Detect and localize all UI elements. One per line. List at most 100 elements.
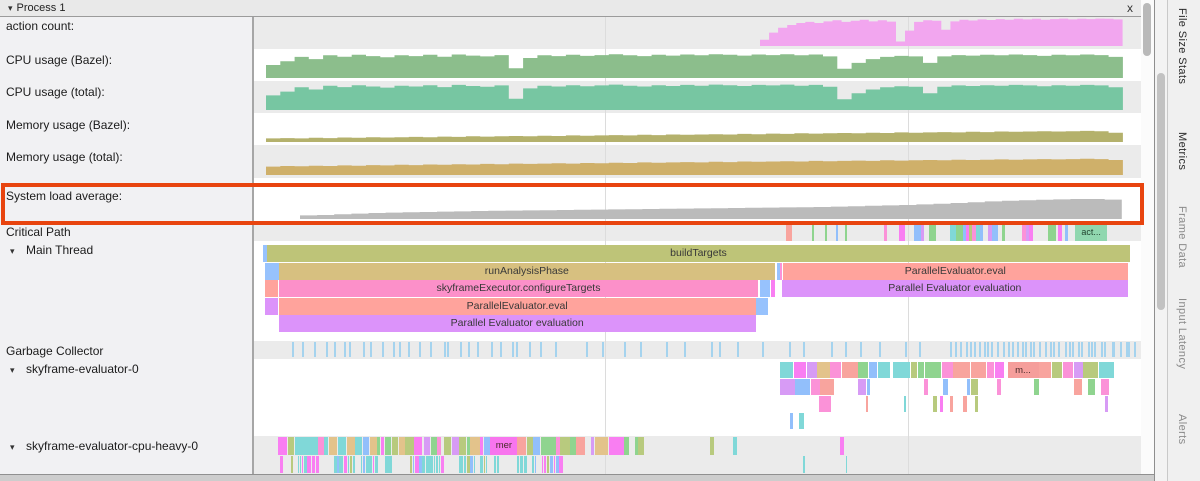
tab-file-size-stats[interactable]: File Size Stats [1176,8,1188,85]
trace-event-block[interactable] [360,455,362,473]
trace-event-block[interactable] [842,362,860,378]
trace-event-block[interactable] [556,437,560,455]
gc-event-tick[interactable] [974,342,977,357]
trace-event-block[interactable] [353,455,355,473]
trace-event-block[interactable] [355,437,362,455]
gc-event-tick[interactable] [1053,342,1056,357]
trace-event-block[interactable] [526,437,533,455]
trace-event-block[interactable] [466,455,470,473]
gc-event-tick[interactable] [344,342,347,357]
trace-event-block[interactable] [542,455,544,473]
trace-event-block[interactable] [986,362,995,378]
trace-event-block[interactable] [546,455,549,473]
gc-event-tick[interactable] [291,342,294,357]
gc-event-tick[interactable] [983,342,986,357]
trace-event-block[interactable] [362,437,370,455]
span-block[interactable] [759,280,771,298]
gc-event-tick[interactable] [789,342,792,357]
critical-path-chip[interactable] [928,225,936,241]
critical-path-chip[interactable] [971,225,976,241]
trace-event-block[interactable] [910,362,918,378]
gc-event-tick[interactable] [997,342,999,357]
trace-event-block[interactable] [485,455,488,473]
trace-event-block[interactable] [519,455,524,473]
memb-counter-chart[interactable] [265,112,1123,142]
trace-event-block[interactable] [1087,379,1095,395]
process-collapse-arrow-icon[interactable]: ▾ [8,3,13,13]
gc-event-tick[interactable] [446,342,449,357]
trace-event-block[interactable] [422,455,426,473]
gc-event-tick[interactable] [515,342,518,357]
trace-event-block[interactable] [970,379,979,395]
span-block[interactable] [263,245,267,262]
critical-path-chip[interactable] [811,225,814,241]
critical-path-chip[interactable] [988,225,993,241]
trace-event-block[interactable] [925,362,942,378]
trace-event-block[interactable] [550,437,556,455]
expand-arrow-icon[interactable]: ▾ [10,442,15,452]
trace-event-block[interactable] [414,455,419,473]
span-block[interactable] [755,297,768,315]
trace-event-block[interactable] [932,396,938,412]
critical-path-chip[interactable] [920,225,924,241]
gc-event-tick[interactable] [1024,342,1027,357]
gc-event-tick[interactable] [950,342,953,357]
gc-event-tick[interactable] [302,342,305,357]
trace-event-block[interactable] [858,362,868,378]
trace-event-block[interactable] [483,437,490,455]
trace-event-block[interactable] [398,437,405,455]
gc-event-tick[interactable] [460,342,463,357]
trace-event-block[interactable] [339,455,344,473]
critical-path-chip[interactable] [1047,225,1056,241]
critical-path-chip[interactable] [1002,225,1006,241]
page-scrollbar-thumb[interactable] [1157,73,1165,310]
gc-event-tick[interactable] [990,342,993,357]
span-block[interactable] [780,262,782,280]
trace-event-block[interactable] [467,437,470,455]
trace-event-block[interactable] [373,455,375,473]
trace-event-block[interactable] [532,455,534,473]
trace-event-block[interactable] [560,437,570,455]
critical-path-chip[interactable] [1029,225,1034,241]
trace-event-block[interactable] [439,455,441,473]
trace-event-block[interactable] [405,437,414,455]
trace-event-block[interactable] [287,437,294,455]
trace-event-block[interactable] [1073,362,1083,378]
trace-event-block[interactable] [337,437,347,455]
trace-event-block[interactable] [591,437,594,455]
trace-event-block[interactable] [493,455,496,473]
trace-event-block[interactable] [473,455,475,473]
critical-path-chip[interactable] [1021,225,1026,241]
gc-event-tick[interactable] [499,342,502,357]
trace-event-block[interactable] [370,455,373,473]
trace-event-block[interactable] [294,437,304,455]
cpub-counter-chart[interactable] [265,51,1123,78]
gc-event-tick[interactable] [313,342,316,357]
trace-event-block[interactable] [893,362,911,378]
trace-event-block[interactable] [866,379,870,395]
trace-event-block[interactable] [277,437,288,455]
gc-event-tick[interactable] [1127,342,1130,357]
trace-event-block[interactable] [559,455,562,473]
trace-event-block[interactable] [324,437,329,455]
trace-event-block[interactable] [304,437,314,455]
trace-event-block[interactable] [374,455,378,473]
tab-input-latency[interactable]: Input Latency [1176,298,1188,370]
trace-event-block[interactable] [314,437,318,455]
span-skyframeexecutor-configuretargets[interactable]: skyframeExecutor.configureTargets [278,280,759,298]
tab-metrics[interactable]: Metrics [1176,132,1188,171]
trace-event-block[interactable] [414,437,423,455]
trace-event-block[interactable] [970,362,987,378]
gc-event-tick[interactable] [1044,342,1047,357]
trace-event-block[interactable] [459,437,467,455]
trace-event-block[interactable] [868,362,878,378]
load-counter-chart[interactable] [299,199,1122,219]
trace-event-block[interactable] [917,362,925,378]
trace-event-block[interactable] [425,455,428,473]
trace-event-block[interactable] [950,396,954,412]
span-block[interactable] [771,280,775,298]
trace-event-block[interactable] [307,455,311,473]
trace-event-block[interactable] [624,437,630,455]
gc-event-tick[interactable] [1068,342,1071,357]
gc-event-tick[interactable] [1090,342,1093,357]
